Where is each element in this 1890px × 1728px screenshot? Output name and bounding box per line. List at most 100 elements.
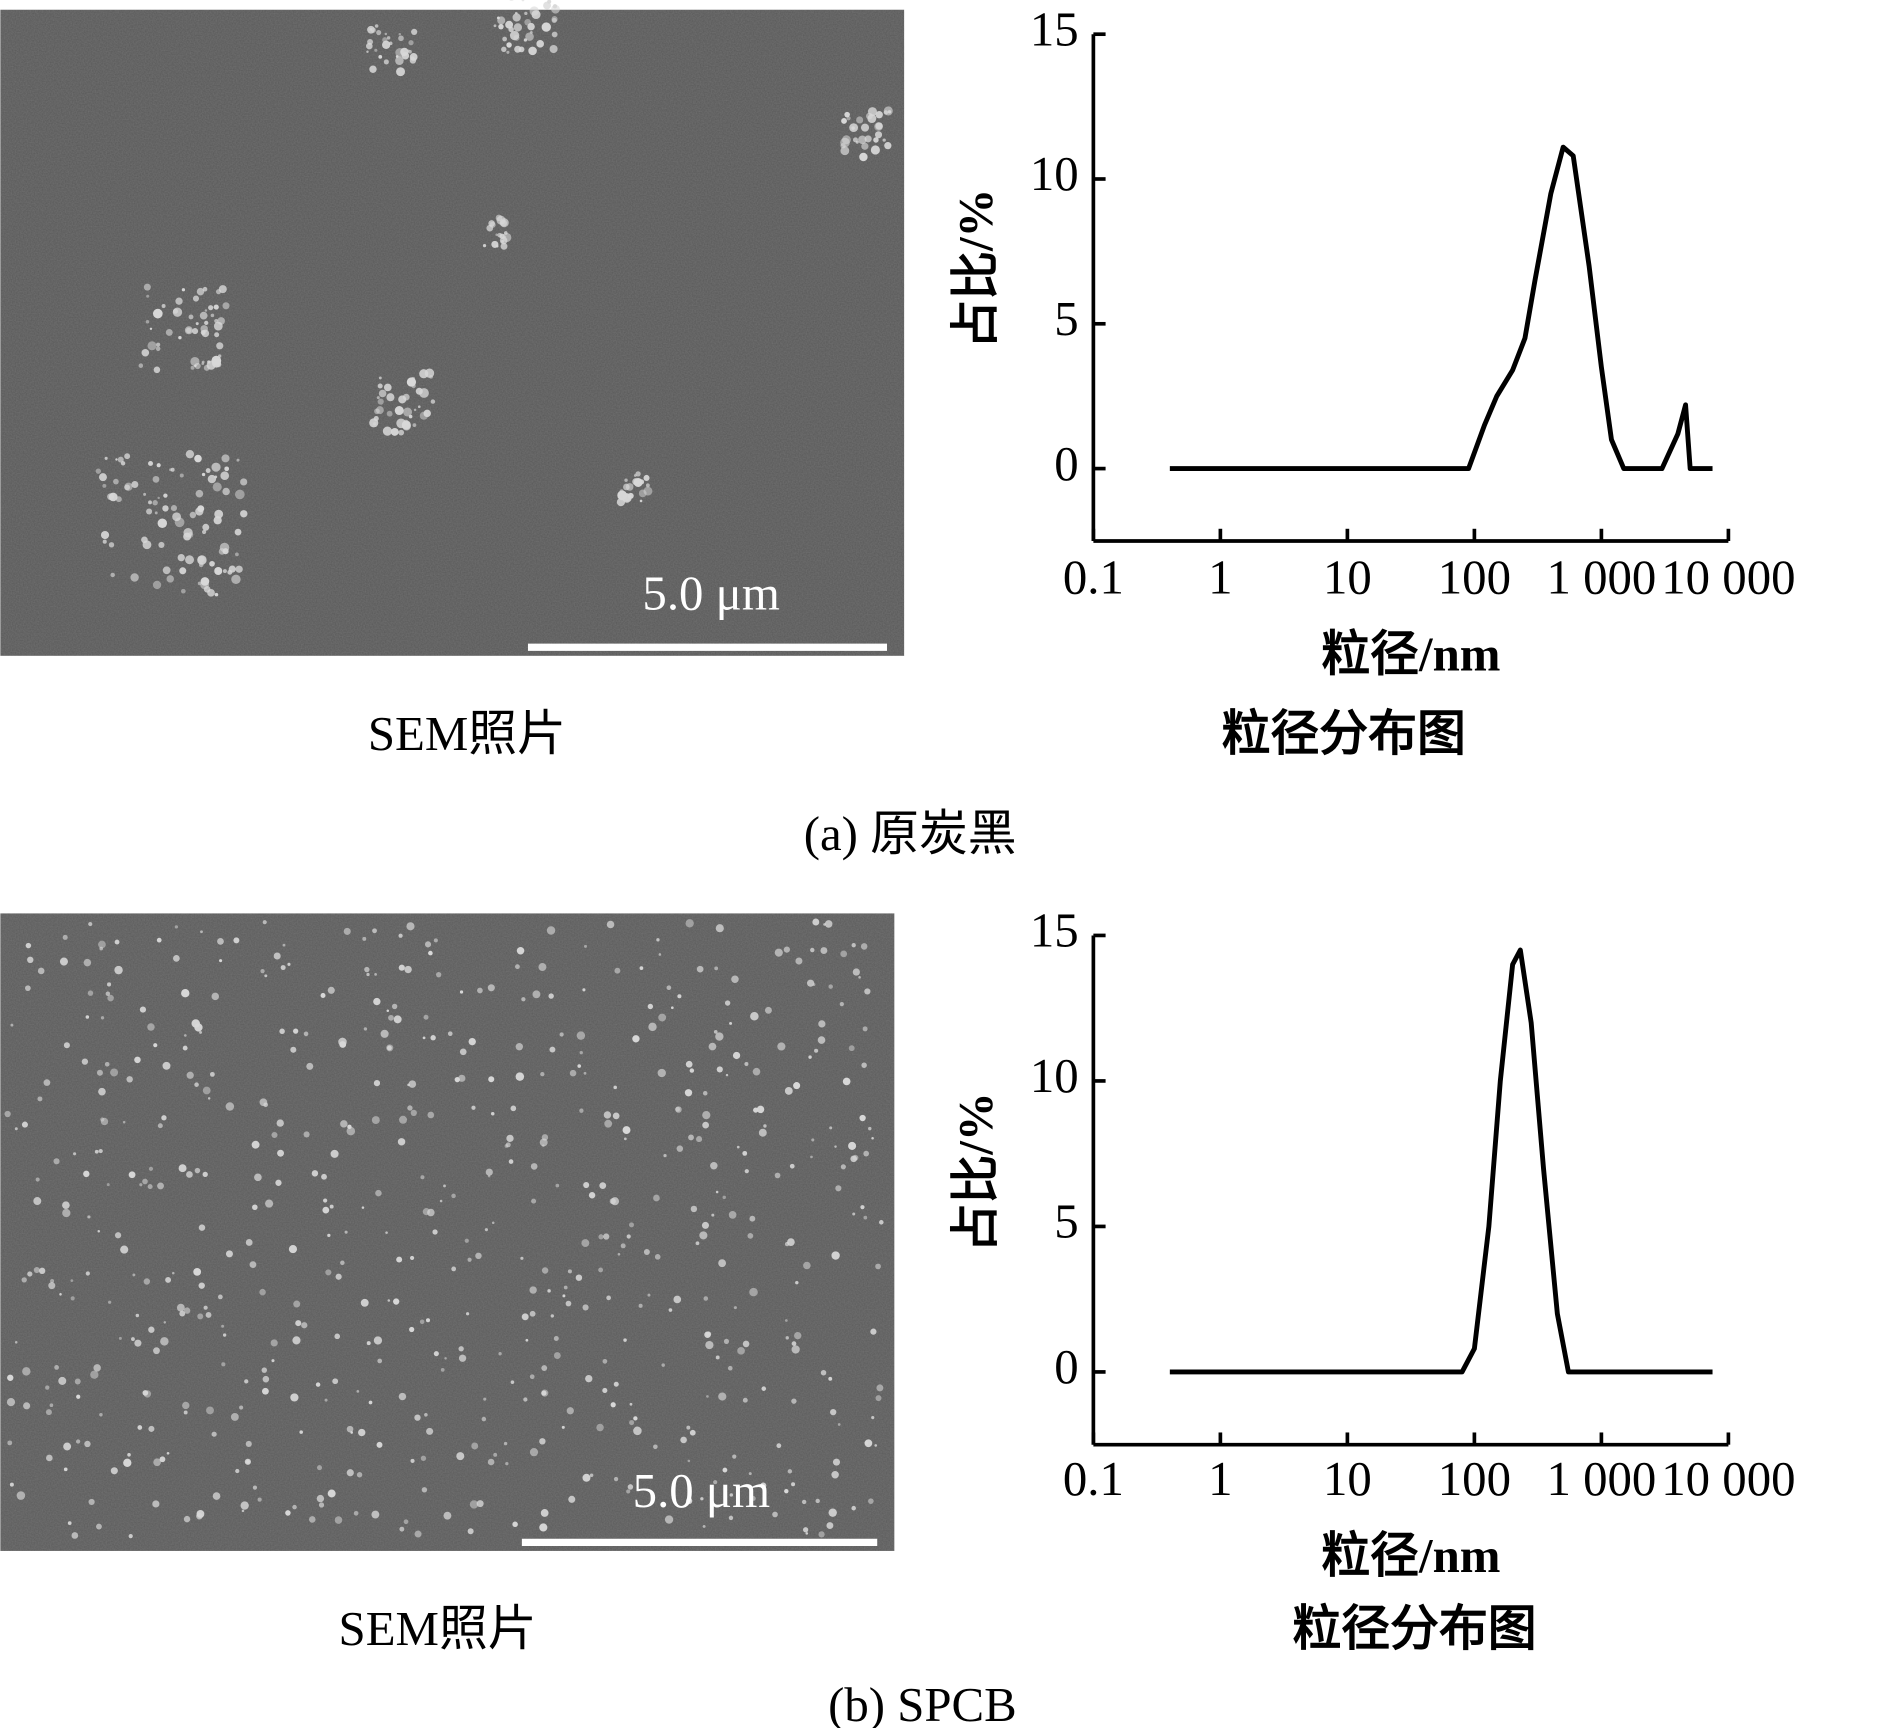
- particle: [451, 1266, 457, 1272]
- particle: [777, 1042, 786, 1051]
- particle: [192, 295, 200, 302]
- particle: [749, 1287, 758, 1297]
- particle: [540, 1071, 545, 1077]
- particle: [761, 1386, 767, 1391]
- particle: [529, 1448, 539, 1457]
- particle: [871, 1137, 874, 1140]
- particle: [555, 1183, 560, 1188]
- particle: [506, 50, 510, 54]
- particle: [456, 1452, 465, 1461]
- particle: [828, 984, 833, 989]
- particle: [500, 242, 508, 250]
- particle: [702, 1121, 709, 1129]
- particle: [524, 18, 531, 26]
- particle: [120, 1245, 129, 1254]
- particle: [236, 458, 240, 462]
- particle: [130, 573, 139, 582]
- particle: [852, 137, 858, 143]
- particle: [506, 1134, 514, 1142]
- particle: [114, 965, 123, 975]
- particle: [124, 484, 130, 491]
- particle: [596, 1423, 604, 1432]
- particle: [393, 1298, 400, 1305]
- particle: [21, 1277, 27, 1283]
- particle: [194, 454, 202, 463]
- particle: [148, 460, 154, 466]
- y-tick-label: 0: [1054, 436, 1078, 491]
- particle: [191, 1019, 200, 1028]
- particle: [290, 1046, 297, 1053]
- particle: [699, 1231, 708, 1240]
- particle: [62, 934, 68, 940]
- particle: [520, 1256, 524, 1260]
- particle: [747, 1233, 754, 1239]
- particle: [485, 1168, 493, 1176]
- particle: [603, 1111, 612, 1119]
- particle: [196, 1512, 203, 1520]
- particle: [576, 1031, 586, 1040]
- particle: [864, 988, 871, 995]
- particle: [817, 1036, 826, 1044]
- particle: [459, 990, 464, 994]
- particle: [204, 309, 208, 312]
- particle: [635, 471, 641, 477]
- particle: [83, 958, 92, 967]
- particle: [158, 541, 165, 548]
- particle: [612, 1112, 620, 1120]
- y-axis-label: 占比/%: [948, 1092, 1003, 1252]
- particle: [744, 1061, 749, 1066]
- particle: [643, 474, 650, 481]
- particle: [321, 1173, 327, 1180]
- particle: [368, 1400, 373, 1405]
- particle: [808, 1055, 812, 1059]
- particle: [408, 40, 414, 46]
- particle: [515, 1043, 523, 1051]
- particle: [686, 1497, 693, 1505]
- particle: [541, 1267, 549, 1274]
- particle: [541, 22, 551, 32]
- particle: [138, 363, 144, 368]
- particle: [88, 922, 93, 927]
- particle: [170, 505, 178, 512]
- particle: [864, 1441, 869, 1445]
- particle: [552, 4, 558, 9]
- particle: [137, 1425, 143, 1430]
- particle: [387, 1299, 391, 1302]
- particle: [322, 1206, 330, 1214]
- particle: [205, 468, 211, 474]
- particle: [194, 1167, 201, 1174]
- particle: [364, 966, 370, 973]
- particle: [193, 1267, 202, 1276]
- particle: [733, 1306, 737, 1310]
- particle: [338, 1037, 347, 1047]
- particle: [148, 1425, 155, 1432]
- particle: [477, 987, 483, 994]
- particle: [102, 483, 107, 488]
- particle: [868, 1126, 872, 1131]
- particle: [696, 965, 704, 973]
- particle: [481, 1416, 487, 1422]
- particle: [623, 1338, 627, 1342]
- particle: [373, 1336, 383, 1345]
- particle: [142, 540, 152, 550]
- particle: [135, 1313, 140, 1318]
- particle: [271, 1359, 275, 1363]
- particle: [37, 1096, 43, 1102]
- particle: [114, 939, 120, 945]
- particle: [213, 304, 219, 310]
- particle: [840, 142, 846, 149]
- particle: [565, 1300, 572, 1307]
- x-axis-label: 粒径/nm: [1321, 1528, 1500, 1583]
- particle: [728, 1515, 734, 1521]
- particle: [732, 1454, 737, 1459]
- particle: [856, 116, 864, 124]
- particle: [391, 1003, 398, 1010]
- particle: [384, 32, 388, 36]
- distribution-line: [1169, 144, 1713, 472]
- particle: [807, 979, 815, 987]
- particle: [166, 1451, 170, 1455]
- scale-bar-label: 5.0 μm: [642, 566, 779, 621]
- particle: [222, 487, 230, 496]
- particle: [749, 1215, 756, 1222]
- particle: [569, 1069, 577, 1077]
